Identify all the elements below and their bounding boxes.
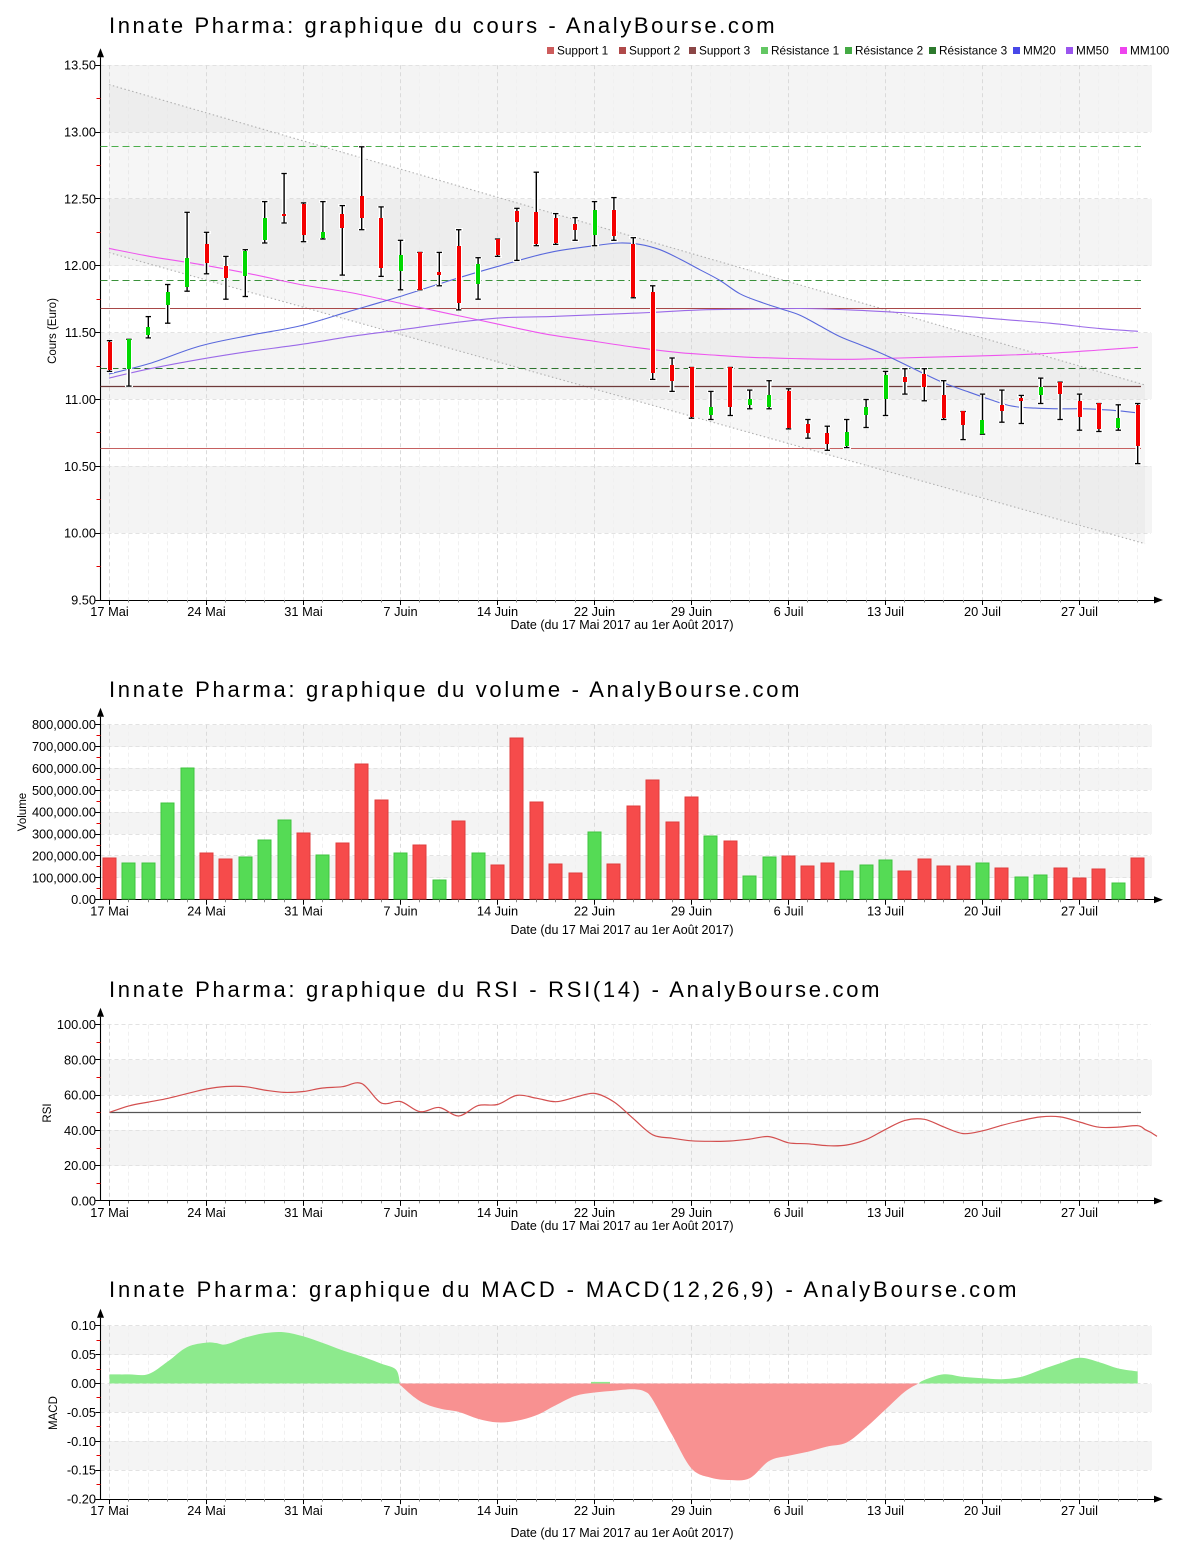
- svg-text:Résistance 1: Résistance 1: [771, 44, 839, 58]
- svg-text:MM50: MM50: [1076, 44, 1109, 58]
- svg-text:29 Juin: 29 Juin: [671, 1205, 712, 1220]
- svg-text:22 Juin: 22 Juin: [574, 1205, 615, 1220]
- svg-text:13 Juil: 13 Juil: [867, 1205, 904, 1220]
- svg-text:20 Juil: 20 Juil: [964, 904, 1001, 919]
- svg-text:10.50: 10.50: [64, 459, 96, 474]
- svg-text:22 Juin: 22 Juin: [574, 904, 615, 919]
- svg-text:700,000.00: 700,000.00: [32, 739, 96, 754]
- svg-text:24 Mai: 24 Mai: [187, 1503, 225, 1518]
- svg-text:17 Mai: 17 Mai: [90, 1503, 128, 1518]
- svg-text:80.00: 80.00: [64, 1052, 96, 1067]
- svg-text:12.50: 12.50: [64, 191, 96, 206]
- svg-text:14 Juin: 14 Juin: [477, 1205, 518, 1220]
- svg-text:13 Juil: 13 Juil: [867, 1503, 904, 1518]
- svg-text:MM100: MM100: [1130, 44, 1170, 58]
- svg-text:Innate Pharma: graphique du co: Innate Pharma: graphique du cours - Anal…: [109, 13, 777, 38]
- svg-text:11.00: 11.00: [65, 392, 96, 407]
- svg-text:22 Juin: 22 Juin: [574, 1503, 615, 1518]
- svg-text:20 Juil: 20 Juil: [964, 604, 1001, 619]
- svg-text:7 Juin: 7 Juin: [383, 604, 417, 619]
- svg-text:Support 3: Support 3: [699, 44, 751, 58]
- svg-text:17 Mai: 17 Mai: [90, 604, 128, 619]
- svg-text:40.00: 40.00: [64, 1123, 96, 1138]
- svg-text:17 Mai: 17 Mai: [90, 1205, 128, 1220]
- svg-text:Innate Pharma: graphique du RS: Innate Pharma: graphique du RSI - RSI(14…: [109, 977, 882, 1002]
- svg-text:Support 2: Support 2: [629, 44, 680, 58]
- svg-text:-0.10: -0.10: [67, 1434, 96, 1449]
- svg-text:Support 1: Support 1: [557, 44, 608, 58]
- svg-text:500,000.00: 500,000.00: [32, 783, 96, 798]
- svg-text:6 Juil: 6 Juil: [774, 604, 804, 619]
- svg-text:800,000.00: 800,000.00: [32, 717, 96, 732]
- svg-text:-0.05: -0.05: [67, 1405, 96, 1420]
- svg-text:Cours (Euro): Cours (Euro): [47, 298, 59, 364]
- svg-text:24 Mai: 24 Mai: [187, 604, 225, 619]
- svg-text:13 Juil: 13 Juil: [867, 904, 904, 919]
- svg-text:14 Juin: 14 Juin: [477, 904, 518, 919]
- svg-text:Résistance 3: Résistance 3: [939, 44, 1008, 58]
- svg-text:20 Juil: 20 Juil: [964, 1205, 1001, 1220]
- svg-text:27 Juil: 27 Juil: [1061, 904, 1098, 919]
- svg-text:31 Mai: 31 Mai: [284, 604, 322, 619]
- svg-text:29 Juin: 29 Juin: [671, 604, 712, 619]
- svg-text:Date (du 17 Mai 2017 au 1er Ao: Date (du 17 Mai 2017 au 1er Août 2017): [510, 618, 733, 632]
- svg-text:Date (du 17 Mai 2017 au 1er Ao: Date (du 17 Mai 2017 au 1er Août 2017): [510, 1526, 733, 1540]
- svg-text:27 Juil: 27 Juil: [1061, 1205, 1098, 1220]
- svg-text:0.05: 0.05: [71, 1347, 96, 1362]
- svg-text:60.00: 60.00: [64, 1088, 96, 1103]
- svg-text:27 Juil: 27 Juil: [1061, 604, 1098, 619]
- svg-text:31 Mai: 31 Mai: [284, 1503, 322, 1518]
- svg-text:14 Juin: 14 Juin: [477, 1503, 518, 1518]
- svg-text:31 Mai: 31 Mai: [284, 1205, 322, 1220]
- svg-text:10.00: 10.00: [64, 526, 96, 541]
- svg-text:6 Juil: 6 Juil: [774, 1503, 804, 1518]
- svg-text:Résistance 2: Résistance 2: [855, 44, 923, 58]
- svg-text:400,000.00: 400,000.00: [32, 805, 96, 820]
- svg-text:6 Juil: 6 Juil: [774, 1205, 804, 1220]
- svg-text:12.00: 12.00: [64, 258, 96, 273]
- svg-text:13 Juil: 13 Juil: [867, 604, 904, 619]
- svg-text:100,000.00: 100,000.00: [32, 870, 96, 885]
- svg-text:6 Juil: 6 Juil: [774, 904, 804, 919]
- svg-text:20.00: 20.00: [64, 1158, 96, 1173]
- svg-text:Innate Pharma: graphique du vo: Innate Pharma: graphique du volume - Ana…: [109, 677, 802, 702]
- svg-text:Innate Pharma: graphique du MA: Innate Pharma: graphique du MACD - MACD(…: [109, 1277, 1019, 1302]
- svg-text:11.50: 11.50: [65, 325, 96, 340]
- svg-text:22 Juin: 22 Juin: [574, 604, 615, 619]
- svg-text:200,000.00: 200,000.00: [32, 849, 96, 864]
- svg-text:14 Juin: 14 Juin: [477, 604, 518, 619]
- svg-text:27 Juil: 27 Juil: [1061, 1503, 1098, 1518]
- svg-text:29 Juin: 29 Juin: [671, 1503, 712, 1518]
- svg-text:-0.15: -0.15: [67, 1463, 96, 1478]
- svg-text:7 Juin: 7 Juin: [383, 1205, 417, 1220]
- svg-text:7 Juin: 7 Juin: [383, 904, 417, 919]
- svg-text:24 Mai: 24 Mai: [187, 1205, 225, 1220]
- svg-text:100.00: 100.00: [57, 1017, 96, 1032]
- svg-text:31 Mai: 31 Mai: [284, 904, 322, 919]
- svg-text:0.00: 0.00: [71, 892, 96, 907]
- svg-text:0.00: 0.00: [71, 1193, 96, 1208]
- svg-text:24 Mai: 24 Mai: [187, 904, 225, 919]
- svg-text:300,000.00: 300,000.00: [32, 827, 96, 842]
- svg-text:9.50: 9.50: [71, 593, 96, 608]
- svg-text:MACD: MACD: [48, 1396, 60, 1430]
- svg-text:13.00: 13.00: [64, 125, 96, 140]
- svg-text:20 Juil: 20 Juil: [964, 1503, 1001, 1518]
- svg-text:600,000.00: 600,000.00: [32, 761, 96, 776]
- svg-text:0.10: 0.10: [71, 1318, 96, 1333]
- svg-text:-0.20: -0.20: [67, 1492, 96, 1507]
- svg-text:13.50: 13.50: [64, 58, 96, 73]
- svg-text:RSI: RSI: [42, 1103, 54, 1122]
- svg-text:17 Mai: 17 Mai: [90, 904, 128, 919]
- svg-text:7 Juin: 7 Juin: [383, 1503, 417, 1518]
- svg-text:29 Juin: 29 Juin: [671, 904, 712, 919]
- svg-text:0.00: 0.00: [71, 1376, 96, 1391]
- svg-text:Date (du 17 Mai 2017 au 1er Ao: Date (du 17 Mai 2017 au 1er Août 2017): [510, 923, 733, 937]
- svg-text:MM20: MM20: [1023, 44, 1056, 58]
- svg-text:Volume: Volume: [17, 793, 29, 831]
- svg-text:Date (du 17 Mai 2017 au 1er Ao: Date (du 17 Mai 2017 au 1er Août 2017): [510, 1219, 733, 1233]
